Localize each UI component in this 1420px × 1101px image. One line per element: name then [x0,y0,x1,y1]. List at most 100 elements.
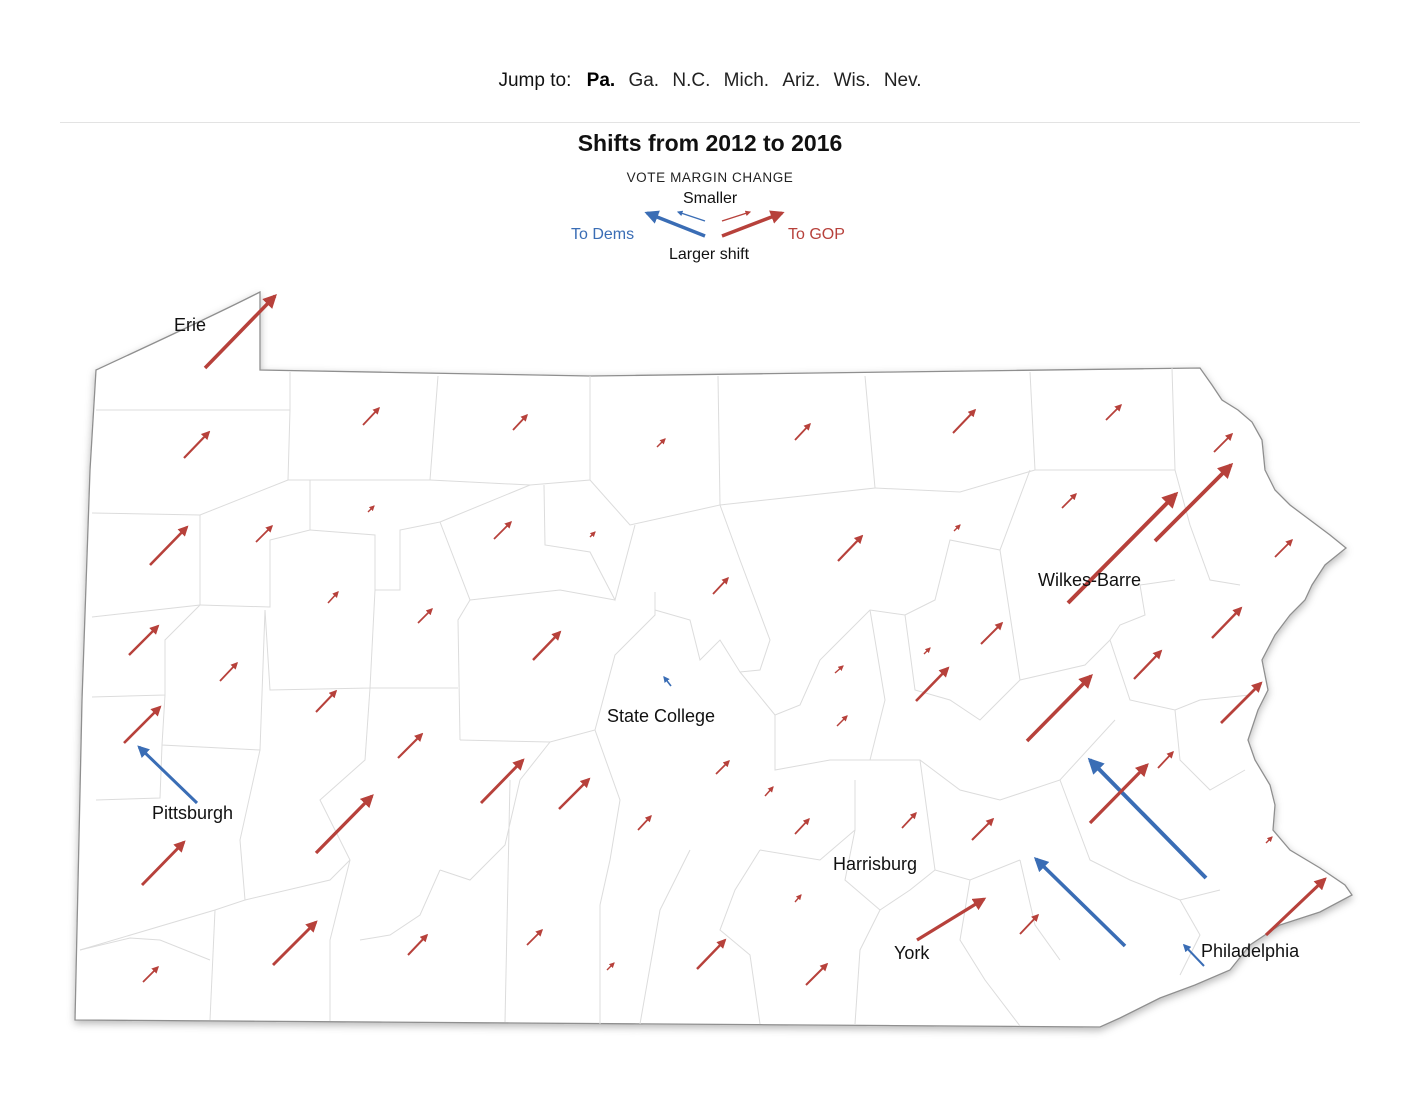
legend-arrow-gop-small [721,210,752,222]
shift-arrow [558,777,591,810]
shift-arrow [915,666,950,702]
legend-arrows [644,210,785,238]
city-labels: Erie Pittsburgh State College Wilkes-Bar… [152,315,1300,963]
shift-arrow [663,675,672,687]
shift-arrow [1157,750,1174,769]
shift-arrow [1061,493,1077,509]
shift-arrow [837,534,864,562]
shift-arrow [656,438,666,448]
map-title: Shifts from 2012 to 2016 [577,130,843,156]
shift-arrow [606,962,615,971]
shift-arrow [712,576,729,595]
shift-arrow [794,818,810,835]
shift-arrow [128,624,160,656]
shift-arrow [255,524,274,543]
shift-arrow [1153,462,1234,543]
shift-arrow [589,531,596,538]
county-borders [79,367,1251,1027]
shift-arrow [1066,491,1179,605]
shift-arrow [1265,836,1273,844]
shift-arrow [794,894,802,903]
shift-arrow [836,715,848,727]
shift-arrow [923,647,931,655]
city-label-wilkes-barre: Wilkes-Barre [1038,570,1141,590]
shift-arrow [417,608,433,624]
shift-arrow [1105,403,1123,421]
legend-to-dems-label: To Dems [571,226,635,243]
shift-arrow [219,661,238,682]
shift-arrow [397,732,424,759]
legend-arrow-gop-large [721,210,785,238]
divider [60,122,1360,123]
shift-arrow [512,413,528,431]
tab-mich[interactable]: Mich. [723,70,770,91]
shift-arrow [901,812,917,829]
shift-arrow [367,505,375,513]
shift-arrow [834,665,844,674]
shift-arrows [123,293,1327,986]
shift-arrow [1211,606,1243,639]
shift-arrow [123,705,162,744]
city-label-york: York [894,943,930,963]
shift-arrow [479,758,525,805]
city-label-philadelphia: Philadelphia [1201,941,1300,961]
city-label-pittsburgh: Pittsburgh [152,803,233,823]
legend-arrow-dem-large [644,210,706,238]
shift-arrow [1213,432,1234,453]
state-outline [74,290,1353,1028]
tab-nc[interactable]: N.C. [672,70,711,91]
tab-wis[interactable]: Wis. [833,70,871,91]
shift-arrow [493,520,513,540]
legend-smaller-label: Smaller [683,190,738,207]
city-label-state-college: State College [607,706,715,726]
shift-arrow [1274,538,1294,558]
shift-arrow [315,689,338,713]
shift-arrow [407,933,429,956]
shift-arrow [971,817,995,841]
shift-arrow [149,525,189,566]
shift-arrow [140,840,186,887]
city-label-erie: Erie [174,315,206,335]
shift-arrow [805,962,829,986]
shift-arrow [1088,763,1149,825]
tab-ga[interactable]: Ga. [628,70,660,91]
legend-larger-label: Larger shift [669,246,750,263]
shift-arrow [362,406,380,426]
legend-heading: VOTE MARGIN CHANGE [626,170,794,185]
shift-arrow [137,745,199,805]
shift-arrow [764,786,774,797]
shift-arrow [952,408,977,434]
shift-arrow [327,591,339,604]
shift-arrow [314,794,374,855]
legend-to-gop-label: To GOP [788,226,845,243]
tab-pa[interactable]: Pa. [586,70,616,91]
shift-arrow [1133,649,1163,680]
shift-arrow [203,293,277,370]
tab-ariz[interactable]: Ariz. [782,70,821,91]
jump-to-nav: Jump to: Pa. Ga. N.C. Mich. Ariz. Wis. N… [0,70,1420,92]
shift-arrow [1182,943,1205,967]
shift-arrow [183,430,211,459]
legend-arrow-dem-small [676,210,706,222]
shift-arrow [142,965,160,983]
shift-arrow [271,920,318,967]
shift-arrow [532,630,562,661]
city-label-harrisburg: Harrisburg [833,854,917,874]
tab-nev[interactable]: Nev. [883,70,922,91]
shift-arrow [1220,681,1263,724]
shift-arrow [1087,757,1208,880]
shift-arrow [1033,856,1127,948]
shift-arrow [794,422,811,441]
shift-arrow [916,897,987,942]
shift-arrow [637,815,652,831]
shift-arrow [953,524,961,532]
shift-arrow [526,928,544,946]
shift-arrow [980,621,1004,645]
jump-to-label: Jump to: [498,70,572,91]
shift-arrow [1264,877,1327,937]
shift-arrow [715,760,730,775]
shift-arrow [1019,913,1040,935]
shift-arrow [696,938,727,970]
shift-arrow [1025,674,1093,743]
